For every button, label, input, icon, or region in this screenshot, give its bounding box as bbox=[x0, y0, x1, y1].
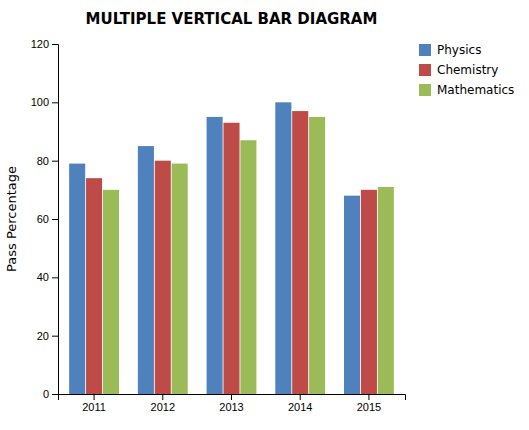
y-tick-mark bbox=[52, 336, 58, 337]
bar bbox=[223, 123, 239, 394]
y-tick-label: 40 bbox=[37, 271, 49, 283]
y-tick: 60 bbox=[37, 213, 58, 225]
legend-item: Mathematics bbox=[419, 83, 514, 97]
y-tick-mark bbox=[52, 277, 58, 278]
y-tick: 120 bbox=[31, 38, 58, 50]
y-tick: 100 bbox=[31, 96, 58, 108]
legend-label: Mathematics bbox=[437, 83, 514, 97]
x-axis-line bbox=[59, 395, 406, 401]
x-tick-mark bbox=[231, 394, 232, 400]
x-tick-label: 2012 bbox=[151, 401, 175, 413]
y-tick: 80 bbox=[37, 155, 58, 167]
legend-label: Physics bbox=[437, 43, 481, 57]
x-axis: 2011 2012 2013 2014 2015 bbox=[59, 394, 406, 413]
bar bbox=[361, 190, 377, 394]
x-tick-mark bbox=[162, 394, 163, 400]
x-tick-mark bbox=[368, 394, 369, 400]
x-tick-mark bbox=[94, 394, 95, 400]
bar bbox=[103, 190, 119, 394]
y-tick-mark bbox=[52, 102, 58, 103]
y-tick-label: 0 bbox=[43, 388, 49, 400]
bar bbox=[155, 161, 171, 394]
bars bbox=[69, 102, 394, 394]
bar bbox=[275, 102, 291, 394]
legend-label: Chemistry bbox=[437, 63, 498, 77]
chart-svg: 0 20 40 60 80 100 120 2011 2012 2013 2014 2015 MULTI… bbox=[0, 0, 529, 430]
y-axis-label: Pass Percentage bbox=[4, 166, 19, 272]
y-tick-label: 120 bbox=[31, 38, 49, 50]
x-tick-label: 2013 bbox=[219, 401, 243, 413]
x-tick-label: 2014 bbox=[288, 401, 312, 413]
x-tick: 2012 bbox=[151, 394, 175, 413]
title: MULTIPLE VERTICAL BAR DIAGRAM bbox=[86, 10, 378, 28]
chart-container: 0 20 40 60 80 100 120 2011 2012 2013 2014 2015 MULTI… bbox=[0, 0, 529, 430]
x-tick-label: 2015 bbox=[357, 401, 381, 413]
x-tick: 2015 bbox=[357, 394, 381, 413]
legend: Physics Chemistry Mathematics bbox=[419, 43, 514, 97]
bar bbox=[69, 164, 85, 394]
legend-swatch bbox=[419, 44, 431, 56]
y-tick: 0 bbox=[43, 388, 58, 400]
bar bbox=[378, 187, 394, 394]
y-tick-label: 20 bbox=[37, 330, 49, 342]
bar bbox=[344, 196, 360, 394]
bar-series bbox=[86, 111, 377, 394]
bar bbox=[172, 164, 188, 394]
x-tick-label: 2011 bbox=[82, 401, 106, 413]
y-tick-mark bbox=[52, 394, 58, 395]
legend-swatch bbox=[419, 84, 431, 96]
bar-series bbox=[69, 102, 360, 394]
y-tick: 40 bbox=[37, 271, 58, 283]
y-tick-label: 60 bbox=[37, 213, 49, 225]
y-tick-mark bbox=[52, 161, 58, 162]
bar bbox=[292, 111, 308, 394]
plot-area: 0 20 40 60 80 100 120 2011 2012 2013 2014 2015 bbox=[31, 38, 406, 413]
y-tick: 20 bbox=[37, 330, 58, 342]
x-tick-mark bbox=[300, 394, 301, 400]
bar bbox=[138, 146, 154, 394]
y-axis: 0 20 40 60 80 100 120 bbox=[31, 38, 59, 400]
legend-item: Physics bbox=[419, 43, 481, 57]
bar bbox=[309, 117, 325, 394]
bar bbox=[86, 178, 102, 394]
y-tick-mark bbox=[52, 219, 58, 220]
bar-series bbox=[103, 117, 394, 394]
y-tick-label: 80 bbox=[37, 155, 49, 167]
x-tick: 2011 bbox=[82, 394, 106, 413]
y-tick-label: 100 bbox=[31, 96, 49, 108]
x-tick: 2014 bbox=[288, 394, 312, 413]
bar bbox=[207, 117, 223, 394]
y-axis-line bbox=[52, 45, 59, 395]
y-tick-mark bbox=[52, 44, 58, 45]
legend-item: Chemistry bbox=[419, 63, 498, 77]
bar bbox=[240, 140, 256, 394]
legend-swatch bbox=[419, 64, 431, 76]
x-tick: 2013 bbox=[219, 394, 243, 413]
